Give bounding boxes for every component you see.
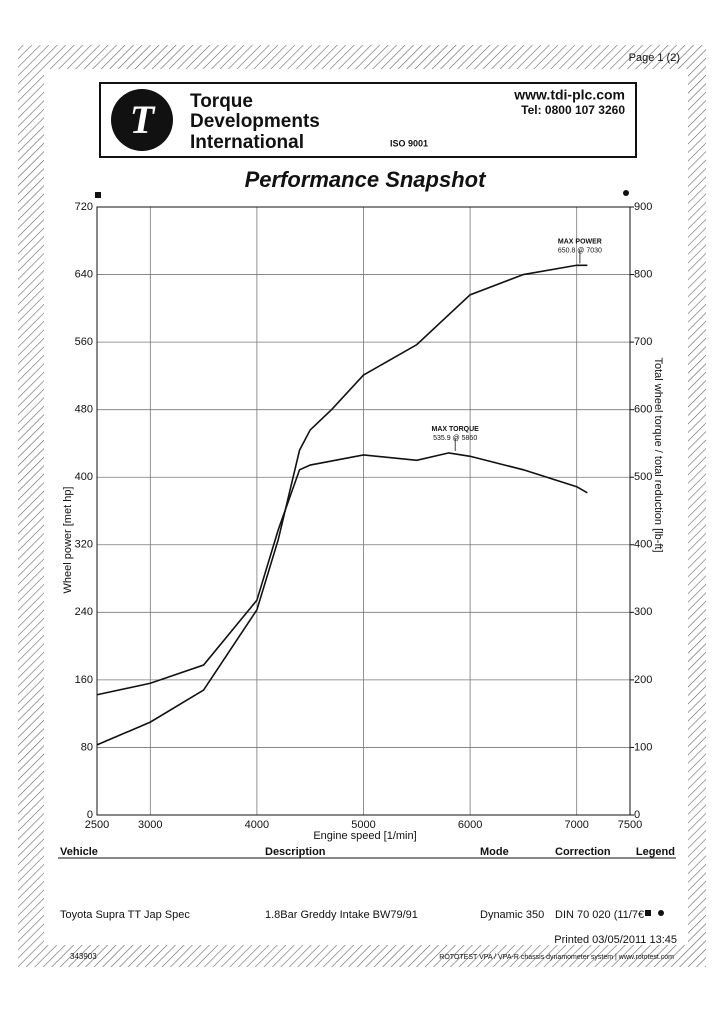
y-tick-label: 160 bbox=[75, 674, 93, 686]
results-table: Vehicle Description Mode Correction Lege… bbox=[58, 846, 676, 921]
company-name-1: Torque bbox=[190, 91, 253, 112]
plot-frame bbox=[96, 206, 631, 816]
legend-marker bbox=[95, 192, 101, 198]
y-tick-label: 80 bbox=[81, 741, 93, 753]
y2-tick-label: 0 bbox=[634, 809, 640, 821]
x-tick-label: 4000 bbox=[245, 819, 269, 831]
annotation: MAX TORQUE bbox=[432, 426, 480, 433]
annotation: MAX POWER bbox=[558, 238, 602, 245]
line-series bbox=[96, 264, 588, 746]
system-note: ROTOTEST VPA / VPA-R chassis dynamometer… bbox=[439, 954, 674, 961]
y2-tick-label: 200 bbox=[634, 674, 652, 686]
col-header: Mode bbox=[480, 846, 509, 858]
y2-tick-label: 300 bbox=[634, 606, 652, 618]
legend-marker bbox=[645, 910, 651, 916]
y-tick-label: 240 bbox=[75, 606, 93, 618]
chart-title: Performance Snapshot bbox=[245, 167, 488, 192]
x-tick-label: 7000 bbox=[564, 819, 588, 831]
x-tick-label: 6000 bbox=[458, 819, 482, 831]
y2-tick-label: 900 bbox=[634, 201, 652, 213]
cell: DIN 70 020 (11/7€ bbox=[555, 909, 644, 921]
cell: Dynamic 350 bbox=[480, 909, 544, 921]
y2-tick-label: 500 bbox=[634, 471, 652, 483]
line-series bbox=[96, 452, 588, 696]
y2-axis-label: Total wheel torque / total reduction [lb… bbox=[652, 357, 664, 552]
y2-tick-label: 700 bbox=[634, 336, 652, 348]
y2-tick-label: 400 bbox=[634, 539, 652, 551]
col-header: Description bbox=[265, 846, 326, 858]
page-number: Page 1 (2) bbox=[629, 52, 680, 64]
header-box: T Torque Developments International www.… bbox=[99, 82, 637, 158]
y-tick-label: 400 bbox=[75, 471, 93, 483]
x-tick-label: 5000 bbox=[351, 819, 375, 831]
y2-tick-label: 600 bbox=[634, 404, 652, 416]
y-tick-label: 480 bbox=[75, 404, 93, 416]
y-tick-label: 0 bbox=[87, 809, 93, 821]
x-axis-label: Engine speed [1/min] bbox=[313, 830, 416, 842]
svg-text:T: T bbox=[130, 97, 156, 142]
y-tick-label: 560 bbox=[75, 336, 93, 348]
y2-tick-label: 800 bbox=[634, 268, 652, 280]
printed-date: Printed 03/05/2011 13:45 bbox=[554, 934, 677, 946]
cell: 1.8Bar Greddy Intake BW79/91 bbox=[265, 909, 418, 921]
company-tel: Tel: 0800 107 3260 bbox=[521, 103, 625, 117]
y-tick-label: 640 bbox=[75, 268, 93, 280]
x-tick-label: 3000 bbox=[138, 819, 162, 831]
col-header: Correction bbox=[555, 846, 611, 858]
x-tick-label: 2500 bbox=[85, 819, 109, 831]
col-header: Legend bbox=[636, 846, 675, 858]
cell: Toyota Supra TT Jap Spec bbox=[60, 909, 190, 921]
y-axis-label: Wheel power [met hp] bbox=[62, 487, 74, 594]
company-name-2: Developments bbox=[190, 111, 320, 132]
hatched-border bbox=[18, 45, 706, 967]
legend-marker bbox=[623, 190, 629, 196]
company-name-3: International bbox=[190, 132, 304, 153]
company-web: www.tdi-plc.com bbox=[513, 87, 625, 103]
sheet-id: 343903 bbox=[70, 952, 97, 961]
legend-marker bbox=[658, 910, 664, 916]
y2-tick-label: 100 bbox=[634, 741, 652, 753]
y-tick-label: 720 bbox=[75, 201, 93, 213]
iso: ISO 9001 bbox=[390, 138, 428, 148]
x-tick-label: 7500 bbox=[618, 819, 642, 831]
y-tick-label: 320 bbox=[75, 539, 93, 551]
col-header: Vehicle bbox=[60, 846, 98, 858]
